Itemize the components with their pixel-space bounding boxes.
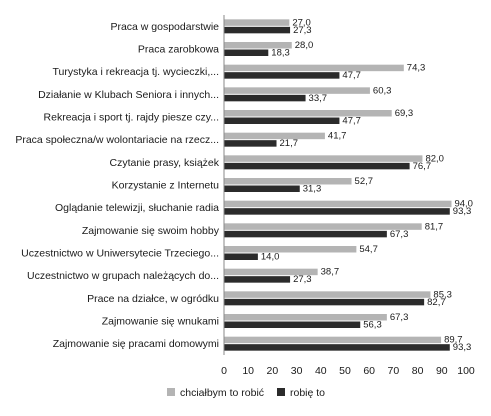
- x-tick-label: 0: [221, 365, 227, 377]
- category-label: Praca w gospodarstwie: [110, 21, 219, 33]
- x-tick-label: 40: [315, 365, 327, 377]
- x-tick-label: 50: [339, 365, 351, 377]
- category-label: Praca społeczna/w wolontariacie na rzecz…: [15, 134, 219, 146]
- bar-chcialbym: [224, 246, 357, 253]
- value-label-robie: 47,7: [342, 116, 361, 127]
- category-label: Uczestnictwo w grupach należących do...: [27, 270, 219, 282]
- x-tick-label: 80: [412, 365, 424, 377]
- category-label: Zajmowanie się pracami domowymi: [53, 338, 219, 350]
- value-label-chcialbym: 74,3: [407, 63, 426, 74]
- x-tick-label: 100: [457, 365, 475, 377]
- value-label-chcialbym: 60,3: [373, 85, 392, 96]
- category-label: Działanie w Klubach Seniora i innych...: [38, 89, 219, 101]
- category-label: Czytanie prasy, książek: [109, 157, 219, 169]
- category-label: Praca zarobkowa: [138, 44, 219, 56]
- value-label-chcialbym: 38,7: [321, 267, 340, 278]
- bar-robie: [224, 26, 291, 34]
- bar-robie: [224, 208, 450, 215]
- category-label: Turystyka i rekreacja tj. wycieczki,...: [53, 66, 219, 78]
- value-label-chcialbym: 67,3: [390, 312, 409, 323]
- value-label-chcialbym: 69,3: [395, 108, 414, 119]
- value-label-robie: 93,3: [453, 342, 472, 353]
- value-label-chcialbym: 94,0: [454, 199, 473, 210]
- value-label-robie: 27,3: [293, 25, 312, 36]
- value-label-robie: 14,0: [261, 252, 280, 263]
- bar-chcialbym: [224, 132, 325, 140]
- value-label-robie: 76,7: [413, 161, 432, 172]
- bar-robie: [224, 321, 361, 328]
- value-label-chcialbym: 28,0: [295, 40, 314, 51]
- value-label-chcialbym: 85,3: [433, 289, 452, 300]
- bar-chcialbym: [224, 178, 352, 185]
- value-label-robie: 82,7: [427, 297, 446, 308]
- bar-chcialbym: [224, 291, 431, 298]
- bars-layer: [224, 19, 452, 351]
- legend-label-series-1: chciałbym to robić: [180, 387, 264, 399]
- value-label-chcialbym: 54,7: [359, 244, 378, 255]
- value-label-robie: 47,7: [342, 70, 361, 81]
- bar-chcialbym: [224, 64, 404, 72]
- legend-label-series-2: robię to: [290, 387, 325, 399]
- value-label-robie: 27,3: [293, 274, 312, 285]
- value-label-chcialbym: 81,7: [425, 221, 444, 232]
- bar-robie: [224, 276, 291, 283]
- value-label-robie: 21,7: [280, 138, 299, 149]
- bar-robie: [224, 298, 425, 306]
- bar-chcialbym: [224, 223, 422, 230]
- x-tick-label: 70: [388, 365, 400, 377]
- bar-robie: [224, 185, 300, 192]
- bar-robie: [224, 162, 410, 170]
- value-label-robie: 93,3: [453, 206, 472, 217]
- value-label-chcialbym: 27,0: [292, 17, 311, 28]
- bar-robie: [224, 140, 277, 147]
- value-label-robie: 31,3: [303, 184, 322, 195]
- bar-robie: [224, 94, 306, 102]
- bar-robie: [224, 230, 387, 238]
- category-label: Korzystanie z Internetu: [112, 180, 220, 192]
- x-tick-label: 30: [291, 365, 303, 377]
- category-label: Oglądanie telewizji, słuchanie radia: [55, 202, 219, 214]
- bar-chcialbym: [224, 87, 370, 94]
- value-label-chcialbym: 82,0: [425, 153, 444, 164]
- category-label: Uczestnictwo w Uniwersytecie Trzeciego..…: [21, 248, 219, 260]
- bar-robie: [224, 344, 450, 351]
- bar-chcialbym: [224, 200, 452, 208]
- bar-robie: [224, 49, 269, 56]
- bar-chcialbym: [224, 314, 387, 321]
- bar-chcialbym: [224, 110, 392, 117]
- category-label: Prace na działce, w ogródku: [87, 293, 219, 305]
- value-label-robie: 67,3: [390, 229, 409, 240]
- value-label-robie: 56,3: [363, 320, 382, 331]
- bar-chcialbym: [224, 19, 290, 26]
- x-tick-label: 10: [242, 365, 254, 377]
- bar-robie: [224, 253, 258, 260]
- axis-layer: 0 10 20 30 40 50 60 70 80 90 100: [221, 15, 475, 377]
- bar-robie: [224, 117, 340, 124]
- category-label: Zajmowanie się swoim hobby: [82, 225, 220, 237]
- bar-robie: [224, 72, 340, 79]
- category-label: Zajmowanie się wnukami: [102, 316, 219, 328]
- bar-chcialbym: [224, 268, 318, 276]
- value-label-chcialbym: 89,7: [444, 335, 463, 346]
- x-tick-label: 20: [267, 365, 279, 377]
- value-label-chcialbym: 41,7: [328, 131, 347, 142]
- category-label: Rekreacja i sport tj. rajdy piesze czy..…: [44, 112, 219, 124]
- bar-chcialbym: [224, 42, 292, 49]
- legend-swatch-series-1: [167, 388, 175, 396]
- legend: chciałbym to robić robię to: [167, 387, 325, 399]
- value-label-chcialbym: 52,7: [355, 176, 374, 187]
- legend-swatch-series-2: [277, 388, 285, 396]
- value-label-robie: 33,7: [309, 93, 328, 104]
- value-label-robie: 18,3: [271, 48, 290, 59]
- bar-chcialbym: [224, 155, 423, 162]
- bar-chcialbym: [224, 336, 442, 344]
- x-tick-label: 60: [363, 365, 375, 377]
- x-tick-label: 90: [436, 365, 448, 377]
